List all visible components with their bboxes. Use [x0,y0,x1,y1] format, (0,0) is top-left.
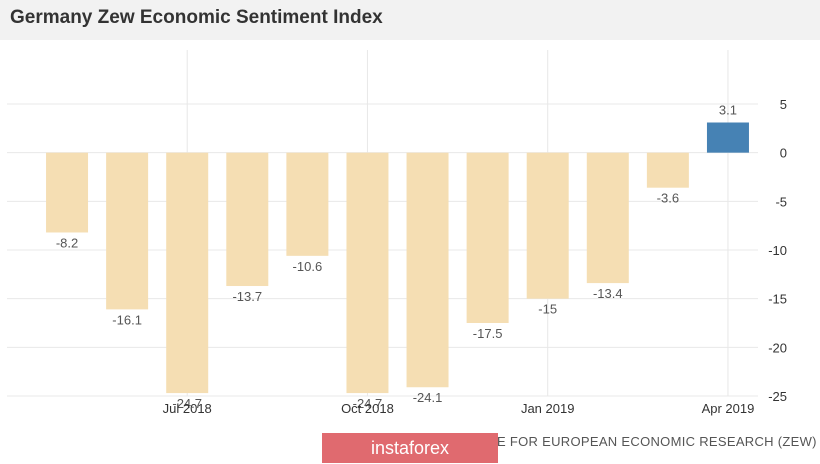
chart-title: Germany Zew Economic Sentiment Index [10,7,383,28]
x-tick-label: Apr 2019 [702,401,755,416]
y-tick-label: -20 [768,340,787,355]
data-label: -17.5 [473,326,503,341]
bar [346,152,389,394]
bar [226,152,269,287]
data-label: -13.4 [593,286,623,301]
x-tick-label: Jul 2018 [163,401,212,416]
data-label: -3.6 [657,191,679,206]
bar [466,152,509,323]
bar [586,152,629,284]
bar [46,152,89,233]
y-tick-label: 0 [780,146,787,161]
y-tick-label: -15 [768,292,787,307]
y-tick-label: -10 [768,243,787,258]
data-label: -24.7 [172,396,202,411]
x-tick-label: Oct 2018 [341,401,394,416]
data-label: -24.1 [413,390,443,405]
data-label: 3.1 [719,102,737,117]
y-tick-label: -5 [775,194,787,209]
data-label: -24.7 [353,396,383,411]
data-label: -15 [538,302,557,317]
data-label: -8.2 [56,235,78,250]
bar [286,152,329,256]
data-label: -10.6 [293,259,323,274]
bar [106,152,149,310]
bar [706,122,749,153]
bar [526,152,569,299]
y-tick-label: -25 [768,389,787,404]
x-tick-label: Jan 2019 [521,401,575,416]
data-label: -16.1 [112,312,142,327]
y-tick-label: 5 [780,97,787,112]
bar [646,152,689,188]
chart-header: Germany Zew Economic Sentiment Index [0,0,820,40]
bar [166,152,209,394]
bar [406,152,449,388]
instaforex-watermark: instaforex [322,433,498,463]
source-attribution: E FOR EUROPEAN ECONOMIC RESEARCH (ZEW) [497,434,817,449]
data-label: -13.7 [232,289,262,304]
bar-chart: -8.2 -16.1 -24.7 -13.7 -10.6 -24.7 -24.1 -17.5 -… [7,50,787,416]
